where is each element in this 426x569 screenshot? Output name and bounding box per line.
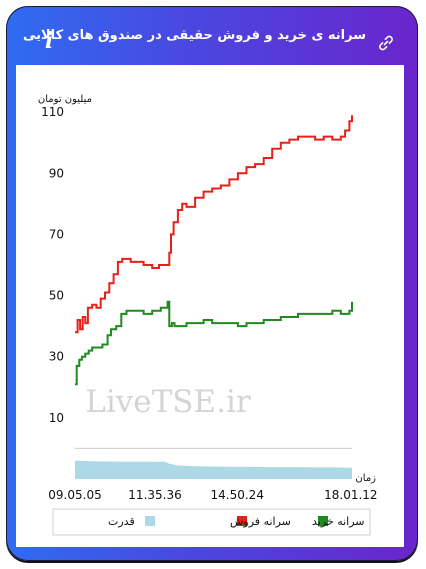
legend-label[interactable]: سرانه فروش <box>230 515 291 528</box>
watermark: LiveTSE.ir <box>85 384 251 420</box>
legend-swatch <box>145 516 155 526</box>
legend-swatch <box>237 516 247 526</box>
series-line-buy <box>75 300 353 386</box>
x-tick-label: 09.05.05 <box>48 488 101 502</box>
x-tick-label: 11.35.36 <box>128 488 181 502</box>
x-axis-unit: زمان <box>355 473 376 484</box>
y-axis-unit: میلیون تومان <box>38 94 92 105</box>
y-tick-label: 70 <box>49 227 64 241</box>
y-tick-label: 30 <box>49 350 64 364</box>
legend-label[interactable]: سرانه خرید <box>312 515 365 528</box>
series-area-power <box>75 460 352 479</box>
x-tick-label: 18.01.12 <box>324 488 377 502</box>
y-tick-label: 90 <box>49 166 64 180</box>
y-tick-label: 50 <box>49 289 64 303</box>
legend-label[interactable]: قدرت <box>108 515 135 528</box>
legend-swatch <box>318 516 328 526</box>
x-tick-label: 14.50.24 <box>211 488 264 502</box>
y-tick-label: 110 <box>41 105 64 119</box>
chart-title: سرانه ی خرید و فروش حقیقی در صندوق های ک… <box>22 28 366 43</box>
info-icon[interactable]: i <box>44 28 54 54</box>
legend-box <box>52 508 371 536</box>
series-line-sell <box>75 115 353 334</box>
link-icon[interactable] <box>377 34 395 52</box>
y-tick-label: 10 <box>49 411 64 425</box>
legend: سرانه خرید سرانه فروش قدرت <box>52 508 371 536</box>
